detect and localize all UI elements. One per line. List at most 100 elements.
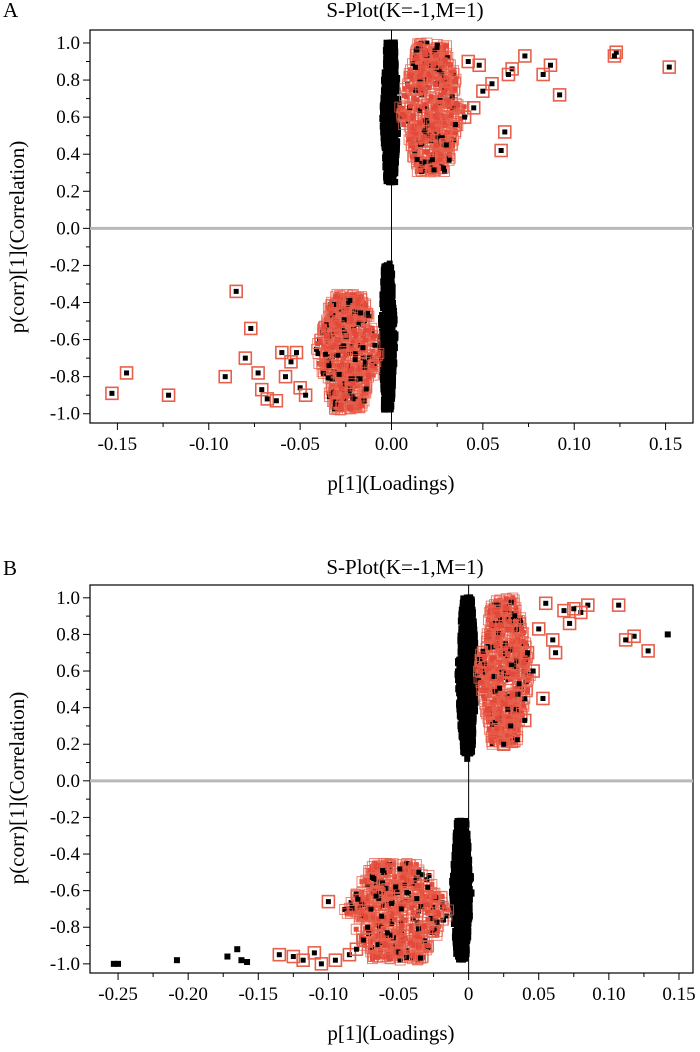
scatter-point <box>363 303 368 308</box>
scatter-point <box>541 72 546 77</box>
scatter-point <box>470 622 477 629</box>
scatter-point <box>463 647 470 654</box>
scatter-point <box>344 333 349 338</box>
scatter-point <box>465 707 472 714</box>
scatter-point <box>459 686 466 693</box>
scatter-point <box>477 63 482 68</box>
x-tick-label: -0.05 <box>379 984 419 1005</box>
scatter-point <box>455 927 462 934</box>
scatter-point <box>464 865 471 872</box>
scatter-point <box>294 350 299 355</box>
scatter-point <box>409 143 414 148</box>
scatter-point <box>512 613 517 618</box>
scatter-point <box>124 370 129 375</box>
scatter-point <box>385 72 392 79</box>
scatter-point <box>468 634 475 641</box>
scatter-point <box>347 298 352 303</box>
scatter-point <box>387 261 393 267</box>
scatter-point <box>413 65 418 70</box>
y-tick-label: 0.4 <box>56 144 80 165</box>
scatter-point <box>519 626 524 631</box>
scatter-point <box>515 737 520 742</box>
scatter-point <box>431 61 436 66</box>
scatter-point <box>370 363 375 368</box>
scatter-point <box>461 954 468 961</box>
scatter-point <box>408 74 413 79</box>
scatter-point <box>449 889 456 896</box>
scatter-point <box>335 353 340 358</box>
y-tick-label: -1.0 <box>50 954 80 975</box>
scatter-point <box>491 656 496 661</box>
scatter-point <box>421 135 426 140</box>
scatter-point <box>353 357 358 362</box>
y-tick-label: 1.0 <box>56 588 80 609</box>
scatter-point <box>459 632 466 639</box>
scatter-point <box>389 170 395 176</box>
scatter-point <box>435 45 440 50</box>
scatter-point <box>502 129 507 134</box>
scatter-point <box>498 623 503 628</box>
x-tick-label: 0.10 <box>592 984 625 1005</box>
scatter-point <box>498 676 503 681</box>
scatter-point <box>265 396 270 401</box>
scatter-point <box>510 693 515 698</box>
y-tick-label: 0.6 <box>56 661 80 682</box>
scatter-point <box>503 702 508 707</box>
scatter-point <box>256 370 261 375</box>
scatter-point <box>505 651 510 656</box>
scatter-point <box>418 87 423 92</box>
scatter-point <box>385 135 392 142</box>
scatter-point <box>456 944 463 951</box>
scatter-point <box>454 820 461 827</box>
scatter-point <box>344 394 349 399</box>
scatter-point <box>469 691 476 698</box>
scatter-point <box>484 635 489 640</box>
x-axis-title: p[1](Loadings) <box>327 1021 454 1045</box>
scatter-point <box>401 113 406 118</box>
scatter-point <box>521 660 526 665</box>
y-tick-label: 0.0 <box>56 218 80 239</box>
y-axis-title: p(corr)[1](Correlation) <box>5 692 29 884</box>
scatter-point <box>392 143 399 150</box>
y-tick-label: 0.2 <box>56 181 80 202</box>
scatter-point <box>462 908 469 915</box>
scatter-point <box>408 87 413 92</box>
scatter-point <box>392 158 399 165</box>
scatter-point <box>464 722 471 729</box>
scatter-point <box>366 375 371 380</box>
x-tick-label: -0.15 <box>238 984 278 1005</box>
scatter-point <box>482 696 487 701</box>
scatter-point <box>351 396 356 401</box>
scatter-point <box>415 157 420 162</box>
scatter-point <box>496 635 501 640</box>
scatter-point <box>482 688 487 693</box>
scatter-point <box>376 351 381 356</box>
scatter-point <box>509 663 514 668</box>
x-tick-label: 0.00 <box>375 434 408 455</box>
scatter-point <box>385 360 392 367</box>
x-tick-label: -0.10 <box>189 434 229 455</box>
scatter-point <box>667 65 672 70</box>
scatter-point <box>429 94 434 99</box>
scatter-point <box>471 105 476 110</box>
y-axis-title: p(corr)[1](Correlation) <box>5 141 29 333</box>
scatter-point <box>462 115 467 120</box>
y-tick-label: -0.4 <box>50 844 81 865</box>
scatter-point <box>343 353 348 358</box>
scatter-point <box>466 59 471 64</box>
scatter-point <box>328 310 333 315</box>
scatter-point <box>347 368 352 373</box>
scatter-point <box>166 393 171 398</box>
scatter-point <box>456 933 463 940</box>
scatter-point <box>383 397 390 404</box>
scatter-point <box>519 711 524 716</box>
scatter-point <box>430 157 435 162</box>
y-axis: 1.00.80.60.40.20.0-0.2-0.4-0.6-0.8-1.0 <box>50 588 90 975</box>
scatter-point <box>389 375 396 382</box>
scatter-point <box>433 104 438 109</box>
x-tick-label: 0.10 <box>558 434 591 455</box>
scatter-point <box>429 123 434 128</box>
scatter-point <box>324 334 329 339</box>
scatter-point <box>353 332 358 337</box>
